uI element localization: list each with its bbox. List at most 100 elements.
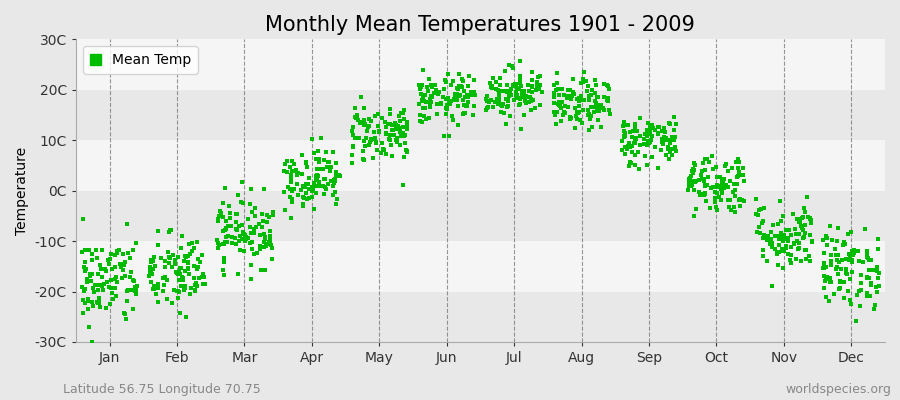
Point	[163, 255, 177, 262]
Point	[115, 267, 130, 273]
Point	[527, 105, 542, 111]
Point	[732, 169, 746, 176]
Point	[791, 246, 806, 252]
Point	[662, 156, 676, 162]
Point	[803, 231, 817, 238]
Point	[572, 94, 586, 101]
Point	[533, 72, 547, 79]
Point	[94, 266, 109, 272]
Point	[451, 102, 465, 109]
Point	[317, 176, 331, 182]
Point	[792, 240, 806, 247]
Point	[385, 127, 400, 133]
Point	[388, 120, 402, 126]
Point	[367, 136, 382, 142]
Point	[698, 156, 712, 162]
Point	[663, 120, 678, 127]
Point	[76, 288, 91, 294]
Point	[75, 249, 89, 255]
Point	[715, 186, 729, 192]
Point	[324, 178, 338, 184]
Point	[831, 252, 845, 258]
Point	[389, 122, 403, 128]
Point	[500, 96, 515, 103]
Point	[628, 138, 643, 144]
Point	[658, 137, 672, 143]
Point	[835, 242, 850, 248]
Point	[771, 242, 786, 248]
Point	[300, 196, 314, 202]
Point	[400, 148, 414, 154]
Point	[149, 282, 164, 289]
Point	[484, 97, 499, 104]
Point	[397, 107, 411, 113]
Point	[310, 176, 324, 183]
Point	[312, 166, 327, 172]
Point	[504, 85, 518, 92]
Point	[480, 98, 494, 104]
Point	[356, 156, 371, 162]
Point	[190, 239, 204, 245]
Point	[114, 263, 129, 269]
Point	[805, 238, 819, 245]
Point	[230, 227, 245, 234]
Point	[871, 245, 886, 252]
Point	[346, 123, 360, 130]
Point	[715, 182, 729, 188]
Point	[102, 261, 116, 267]
Point	[142, 273, 157, 279]
Point	[323, 168, 338, 174]
Point	[178, 283, 193, 289]
Point	[830, 256, 844, 263]
Point	[220, 238, 234, 245]
Point	[784, 260, 798, 266]
Point	[328, 189, 343, 195]
Point	[438, 96, 453, 102]
Point	[112, 247, 126, 253]
Point	[94, 246, 109, 253]
Point	[714, 174, 728, 180]
Point	[570, 96, 584, 102]
Point	[393, 127, 408, 133]
Point	[640, 126, 654, 133]
Point	[247, 230, 261, 236]
Point	[616, 132, 631, 139]
Point	[575, 120, 590, 126]
Point	[144, 257, 158, 263]
Point	[590, 100, 604, 106]
Point	[117, 262, 131, 268]
Point	[237, 248, 251, 254]
Point	[176, 275, 191, 281]
Point	[588, 76, 602, 83]
Point	[362, 142, 376, 148]
Point	[830, 264, 844, 270]
Point	[295, 171, 310, 177]
Point	[148, 262, 162, 269]
Point	[92, 295, 106, 302]
Point	[818, 278, 832, 284]
Point	[346, 132, 361, 138]
Point	[220, 225, 234, 231]
Point	[731, 165, 745, 172]
Point	[76, 216, 90, 222]
Point	[212, 240, 226, 246]
Point	[837, 279, 851, 285]
Point	[216, 200, 230, 206]
Point	[448, 92, 463, 98]
Point	[719, 181, 733, 188]
Point	[397, 133, 411, 139]
Point	[764, 236, 778, 243]
Point	[434, 101, 448, 108]
Point	[523, 94, 537, 100]
Point	[714, 186, 728, 192]
Point	[466, 76, 481, 83]
Point	[240, 216, 255, 223]
Point	[589, 82, 603, 89]
Point	[816, 265, 831, 271]
Point	[255, 211, 269, 217]
Point	[229, 241, 243, 248]
Point	[562, 116, 577, 122]
Point	[212, 218, 226, 224]
Point	[643, 128, 657, 135]
Point	[423, 100, 437, 106]
